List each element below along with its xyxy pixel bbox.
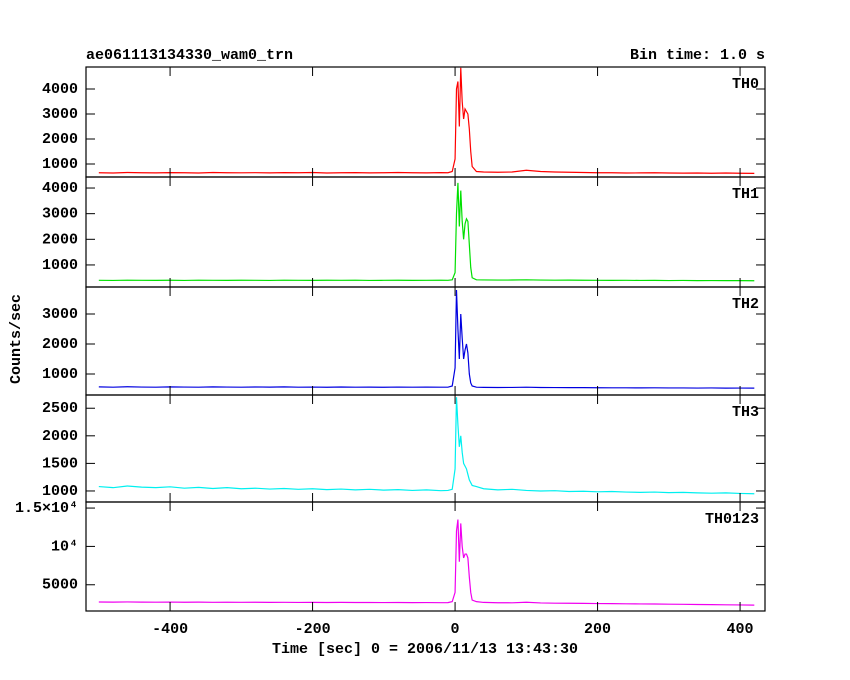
x-tick-label: 0: [451, 621, 460, 638]
y-tick-label: 1000: [42, 366, 78, 383]
y-tick-label: 2000: [42, 131, 78, 148]
light-curve: [98, 182, 755, 282]
y-tick-label: 2000: [42, 336, 78, 353]
x-tick-label: -200: [295, 621, 331, 638]
y-tick-label: 3000: [42, 206, 78, 223]
panel-frame: [85, 394, 766, 503]
panel-label: TH3: [732, 404, 759, 421]
y-tick-label: 3000: [42, 306, 78, 323]
x-tick-label: 200: [584, 621, 611, 638]
panel-frame: [85, 501, 766, 612]
y-tick-label: 2500: [42, 400, 78, 417]
panel-label: TH0123: [705, 511, 759, 528]
y-tick-label: 4000: [42, 81, 78, 98]
light-curve: [98, 397, 755, 495]
chart-subtitle: Bin time: 1.0 s: [630, 47, 765, 64]
panel-frame: [85, 286, 766, 396]
y-tick-label: 4000: [42, 180, 78, 197]
panel-label: TH1: [732, 186, 759, 203]
light-curve: [98, 67, 755, 174]
y-tick-label: 1500: [42, 455, 78, 472]
x-tick-label: 400: [727, 621, 754, 638]
panel-label: TH2: [732, 296, 759, 313]
y-tick-label: 2000: [42, 428, 78, 445]
x-tick-label: -400: [152, 621, 188, 638]
panel-frame: [85, 66, 766, 178]
x-axis-label: Time [sec] 0 = 2006/11/13 13:43:30: [272, 641, 578, 658]
y-axis-label: Counts/sec: [8, 294, 25, 384]
panel-frame: [85, 176, 766, 288]
y-tick-label: 1.5×10⁴: [15, 500, 78, 517]
y-tick-label: 1000: [42, 257, 78, 274]
panel-label: TH0: [732, 76, 759, 93]
y-tick-label: 10⁴: [51, 538, 78, 555]
chart-title: ae061113134330_wam0_trn: [86, 47, 293, 64]
y-tick-label: 2000: [42, 231, 78, 248]
y-tick-label: 5000: [42, 577, 78, 594]
y-tick-label: 1000: [42, 156, 78, 173]
y-tick-label: 1000: [42, 483, 78, 500]
light-curve: [98, 519, 755, 606]
light-curve: [98, 289, 755, 389]
y-tick-label: 3000: [42, 106, 78, 123]
